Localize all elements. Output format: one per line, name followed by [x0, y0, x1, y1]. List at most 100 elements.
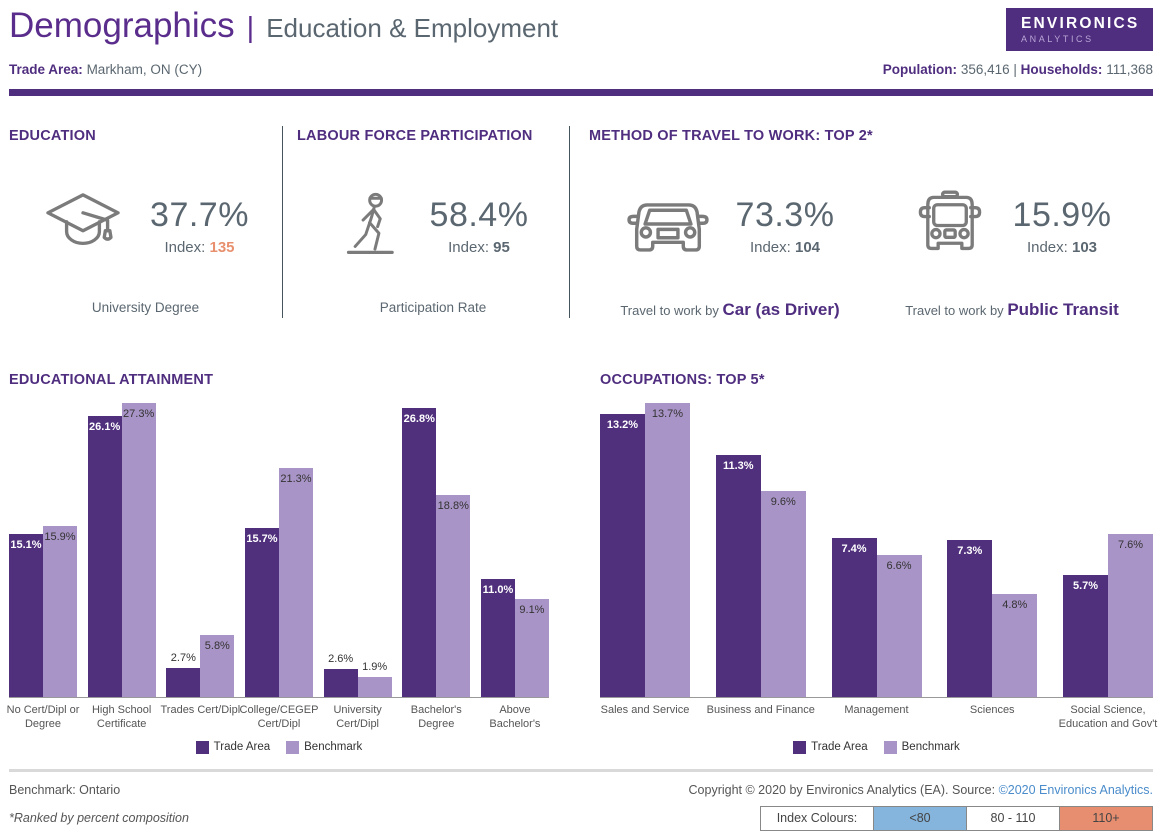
walking-person-icon	[338, 186, 404, 267]
copyright-text: Copyright © 2020 by Environics Analytics…	[688, 782, 999, 797]
charts-row: EDUCATIONAL ATTAINMENT 15.1% 15.9% 26.1% 27…	[7, 372, 1158, 754]
bar-value-label: 4.8%	[1002, 599, 1028, 611]
transit-stat-label: Travel to work by Public Transit	[871, 300, 1153, 320]
labour-force-section: LABOUR FORCE PARTICIPATION 58.	[283, 126, 570, 318]
bar-value-label: 7.3%	[957, 545, 983, 557]
education-section-title: EDUCATION	[9, 128, 96, 144]
bar-trade-area: 7.4%	[831, 538, 877, 697]
education-index: Index: 135	[150, 239, 249, 256]
bar-value-label: 2.6%	[328, 653, 354, 665]
bar-trade-area: 13.2%	[600, 414, 645, 697]
page-subtitle: Education & Employment	[266, 13, 559, 43]
legend-item: Trade Area	[195, 740, 271, 754]
category-group: 5.7% 7.6%	[1063, 534, 1153, 697]
ranked-note: *Ranked by percent composition	[9, 811, 189, 826]
legend-swatch	[883, 740, 897, 754]
category-label: College/CEGEP Cert/Dipl	[239, 704, 319, 731]
category-group: 7.4% 6.6%	[831, 538, 922, 697]
chart-legend: Trade Area Benchmark	[600, 740, 1153, 754]
title-block: Demographics | Education & Employment	[9, 6, 558, 46]
bar-trade-area: 26.8%	[402, 408, 437, 697]
households-value: 111,368	[1106, 62, 1153, 77]
bar-benchmark: 5.8%	[200, 635, 235, 697]
source-link[interactable]: ©2020 Environics Analytics.	[998, 782, 1153, 797]
category-group: 15.7% 21.3%	[244, 468, 313, 697]
title-separator: |	[246, 12, 255, 44]
index-colours-legend: Index Colours: <80 80 - 110 110+	[760, 805, 1153, 831]
bar-value-label: 9.1%	[519, 604, 545, 616]
trade-area-value: Markham, ON (CY)	[86, 62, 203, 77]
bar-value-label: 15.9%	[44, 531, 76, 543]
index-value: 135	[209, 239, 235, 256]
bar-trade-area: 11.3%	[715, 455, 761, 697]
legend-swatch	[286, 740, 300, 754]
bar-benchmark: 18.8%	[436, 495, 471, 697]
car-label-mode: Car (as Driver)	[722, 300, 840, 319]
bar-trade-area: 26.1%	[87, 416, 122, 697]
category-group: 15.1% 15.9%	[9, 526, 77, 697]
car-icon	[626, 189, 710, 264]
bar-value-label: 2.7%	[170, 652, 196, 664]
category-label: High School Certificate	[91, 704, 152, 731]
index-range-cell: <80	[873, 806, 966, 830]
education-value: 37.7%	[150, 196, 249, 234]
index-colours-label: Index Colours:	[776, 811, 858, 826]
bar-value-label: 27.3%	[123, 408, 155, 420]
category-label: Sales and Service	[600, 704, 690, 716]
bar-benchmark: 7.6%	[1108, 534, 1153, 697]
bar-value-label: 5.7%	[1072, 580, 1099, 592]
pop-households-separator: |	[1013, 62, 1017, 77]
category-label: Trades Cert/Dipl	[160, 704, 241, 716]
copyright-line: Copyright © 2020 by Environics Analytics…	[689, 783, 1153, 797]
travel-item-transit: 15.9% Index: 103 Travel to work by Publi…	[871, 184, 1153, 320]
bar-value-label: 6.6%	[886, 560, 912, 572]
bar-value-label: 1.9%	[362, 661, 388, 673]
education-section: EDUCATION 37.7% Index: 135	[9, 126, 283, 318]
index-label: Index:	[1026, 239, 1068, 256]
bar-trade-area: 7.3%	[947, 540, 993, 697]
chart-legend: Trade Area Benchmark	[9, 740, 549, 754]
bar-value-label: 13.2%	[606, 419, 639, 431]
bar-value-label: 9.6%	[770, 496, 796, 508]
car-stat: 73.3% Index: 104	[589, 184, 871, 268]
index-range-cell: 80 - 110	[966, 806, 1059, 830]
index-value: 95	[493, 239, 510, 256]
travel-item-car: 73.3% Index: 104 Travel to work by Car (…	[589, 184, 871, 320]
chart-title: EDUCATIONAL ATTAINMENT	[9, 372, 214, 388]
category-group: 2.6% 1.9%	[323, 653, 392, 697]
educational-attainment-chart: EDUCATIONAL ATTAINMENT 15.1% 15.9% 26.1% 27…	[7, 372, 549, 754]
category-axis-labels: Sales and Service Business and Finance Man…	[600, 703, 1158, 732]
bar-value-label: 15.7%	[246, 533, 278, 545]
footer-row-1: Benchmark: Ontario Copyright © 2020 by E…	[9, 783, 1153, 797]
category-group: 7.3% 4.8%	[947, 540, 1038, 697]
labour-force-section-title: LABOUR FORCE PARTICIPATION	[297, 128, 533, 144]
bar-benchmark: 9.6%	[760, 491, 806, 697]
labour-force-numbers: 58.4% Index: 95	[430, 196, 529, 256]
transit-label-mode: Public Transit	[1007, 300, 1119, 319]
bar-benchmark: 13.7%	[645, 403, 690, 697]
footer-row-2: *Ranked by percent composition Index Col…	[9, 805, 1153, 831]
bar-value-label: 7.6%	[1117, 539, 1144, 551]
population-households: Population: 356,416 | Households: 111,36…	[883, 62, 1153, 77]
bar-value-label: 26.8%	[403, 413, 435, 425]
stats-row: EDUCATION 37.7% Index: 135	[9, 126, 1153, 320]
category-group: 11.3% 9.6%	[715, 455, 806, 697]
bar-value-label: 18.8%	[437, 500, 469, 512]
bar-value-label: 15.1%	[10, 539, 42, 551]
legend-label: Trade Area	[213, 741, 271, 754]
category-label: Business and Finance	[706, 704, 815, 716]
education-numbers: 37.7% Index: 135	[150, 196, 249, 256]
transit-label-prefix: Travel to work by	[905, 303, 1004, 318]
bar-trade-area: 15.1%	[9, 534, 43, 697]
index-value: 103	[1072, 239, 1098, 256]
car-index: Index: 104	[736, 239, 835, 256]
bar-benchmark: 4.8%	[992, 594, 1038, 697]
transit-numbers: 15.9% Index: 103	[1013, 196, 1112, 256]
legend-label: Benchmark	[901, 741, 960, 754]
transit-stat: 15.9% Index: 103	[871, 184, 1153, 268]
category-label: Bachelor's Degree	[410, 704, 462, 731]
footer-divider	[9, 768, 1153, 772]
bar-benchmark: 21.3%	[278, 468, 313, 697]
education-stat: 37.7% Index: 135	[9, 184, 282, 268]
trade-area-row: Trade Area: Markham, ON (CY) Population:…	[9, 62, 1153, 77]
